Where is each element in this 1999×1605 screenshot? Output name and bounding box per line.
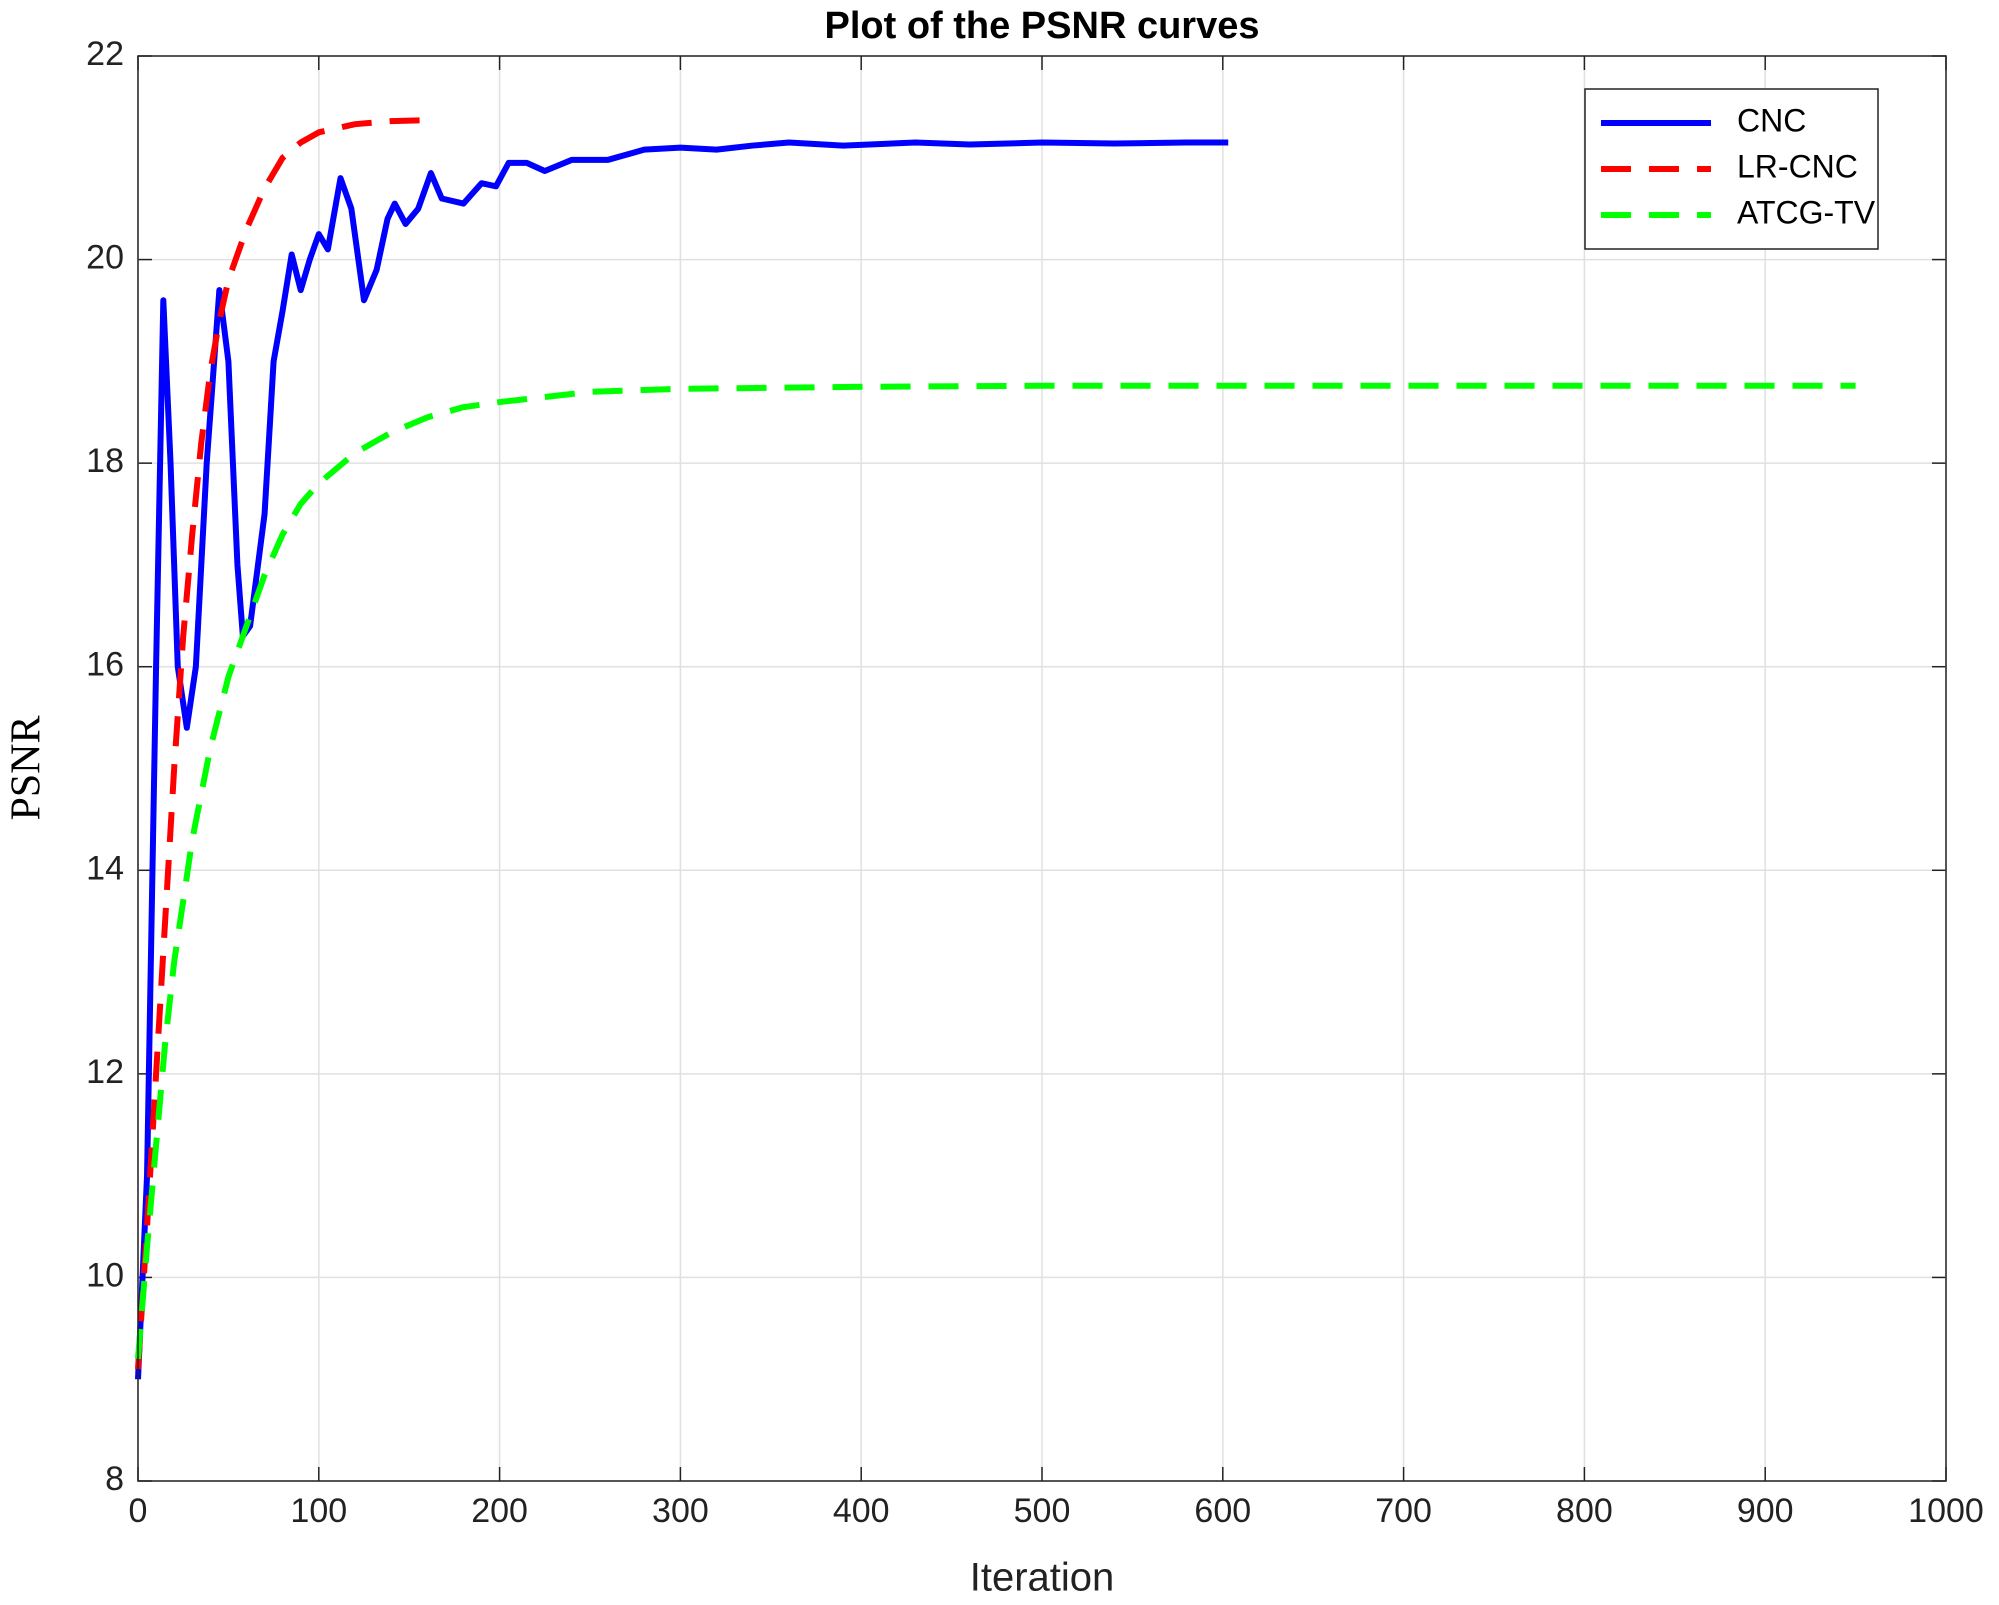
y-tick-label: 18: [86, 442, 124, 480]
legend-label: LR-CNC: [1737, 148, 1858, 184]
x-tick-label: 400: [833, 1492, 890, 1530]
y-tick-label: 14: [86, 849, 124, 887]
series-line: [135, 382, 1856, 1360]
y-tick-label: 16: [86, 646, 124, 684]
y-axis-label: PSNR: [4, 715, 50, 820]
x-tick-label: 300: [652, 1492, 709, 1530]
x-tick-label: 600: [1194, 1492, 1251, 1530]
y-tick-label: 10: [86, 1256, 124, 1294]
series-line: [135, 139, 1229, 1380]
chart-title: Plot of the PSNR curves: [825, 5, 1260, 47]
y-tick-label: 22: [86, 35, 124, 73]
x-tick-label: 0: [129, 1492, 148, 1530]
y-tick-label: 12: [86, 1053, 124, 1091]
x-tick-label: 100: [290, 1492, 347, 1530]
legend-label: ATCG-TV: [1737, 194, 1876, 230]
x-tick-label: 700: [1375, 1492, 1432, 1530]
legend-box: [1584, 88, 1879, 250]
x-tick-label: 1000: [1908, 1492, 1984, 1530]
x-axis-label: Iteration: [970, 1556, 1115, 1600]
plot-frame: [137, 55, 1947, 1482]
x-tick-label: 200: [471, 1492, 528, 1530]
x-tick-label: 900: [1737, 1492, 1794, 1530]
x-tick-label: 500: [1014, 1492, 1071, 1530]
y-tick-label: 8: [105, 1460, 124, 1498]
legend-label: CNC: [1737, 102, 1806, 138]
series-line: [135, 117, 428, 1370]
x-tick-label: 800: [1556, 1492, 1613, 1530]
y-tick-label: 20: [86, 239, 124, 277]
